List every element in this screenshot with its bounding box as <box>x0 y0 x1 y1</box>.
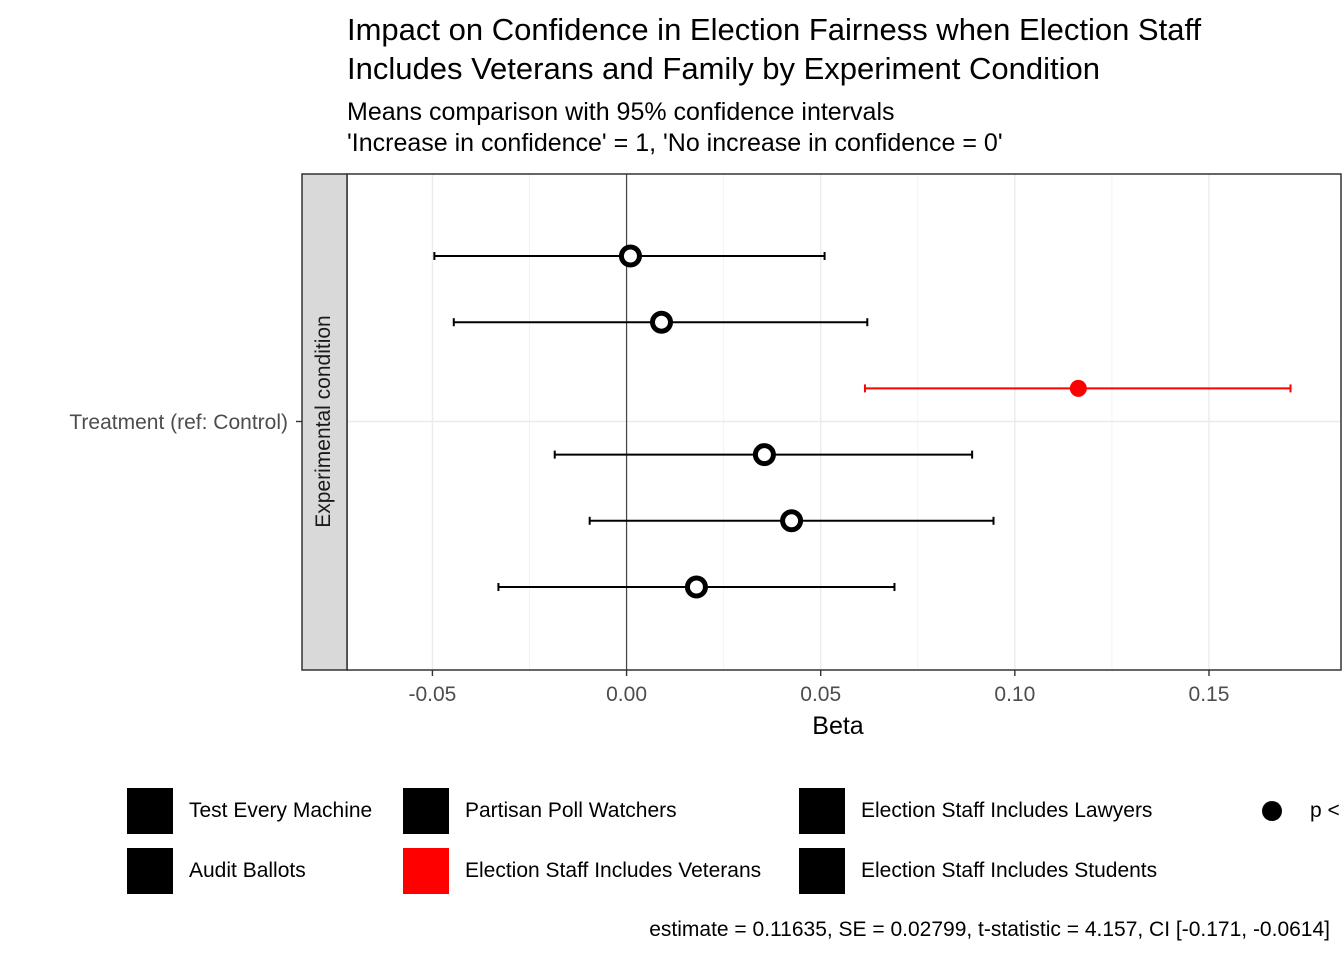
chart-subtitle: Means comparison with 95% confidence int… <box>347 97 1003 159</box>
chart-title: Impact on Confidence in Election Fairnes… <box>347 10 1201 88</box>
estimate-point <box>618 244 642 268</box>
facet-strip <box>301 173 348 671</box>
legend-key <box>127 848 173 894</box>
legend-key <box>799 848 845 894</box>
legend-item-election-staff-lawyers: Election Staff Includes Lawyers <box>799 788 1152 834</box>
estimate-point-significant <box>1069 379 1087 397</box>
legend-item-significance: p < <box>1262 796 1340 826</box>
chart-title-line-1: Impact on Confidence in Election Fairnes… <box>347 12 1202 47</box>
legend-key <box>403 788 449 834</box>
x-tick-label: 0.05 <box>800 683 841 706</box>
legend-label: Election Staff Includes Students <box>861 859 1158 882</box>
legend-key <box>799 788 845 834</box>
x-tick-label: 0.00 <box>606 683 647 706</box>
chart-subtitle-line-1: Means comparison with 95% confidence int… <box>347 98 895 126</box>
legend-label: Audit Ballots <box>189 859 306 882</box>
chart-title-line-2: Includes Veterans and Family by Experime… <box>347 51 1101 86</box>
estimate-point <box>650 310 674 334</box>
legend-key <box>403 848 449 894</box>
estimate-point <box>684 575 708 599</box>
legend-label: Partisan Poll Watchers <box>465 799 677 822</box>
estimate-point <box>780 509 804 533</box>
legend-label: Test Every Machine <box>189 799 373 822</box>
legend-item-audit-ballots: Audit Ballots <box>127 848 306 894</box>
chart-subtitle-line-2: 'Increase in confidence' = 1, 'No increa… <box>347 129 1003 157</box>
y-category-label: Treatment (ref: Control) <box>69 411 288 434</box>
x-tick-label: 0.15 <box>1189 683 1230 706</box>
x-tick-label: -0.05 <box>408 683 456 706</box>
legend-item-test-every-machine: Test Every Machine <box>127 788 372 834</box>
legend-item-election-staff-veterans: Election Staff Includes Veterans <box>403 848 761 894</box>
legend-key <box>127 788 173 834</box>
legend-point-marker <box>1262 801 1282 821</box>
x-axis-title: Beta <box>812 712 864 740</box>
legend-label: Election Staff Includes Veterans <box>465 859 762 882</box>
legend-item-election-staff-students: Election Staff Includes Students <box>799 848 1157 894</box>
x-tick-label: 0.10 <box>994 683 1035 706</box>
legend-significance-label: p < <box>1310 799 1340 822</box>
legend-item-partisan-poll-watchers: Partisan Poll Watchers <box>403 788 677 834</box>
legend-label: Election Staff Includes Lawyers <box>861 799 1153 822</box>
chart-caption: estimate = 0.11635, SE = 0.02799, t-stat… <box>649 918 1330 941</box>
facet-strip-label: Experimental condition <box>312 315 335 527</box>
estimate-point <box>752 443 776 467</box>
